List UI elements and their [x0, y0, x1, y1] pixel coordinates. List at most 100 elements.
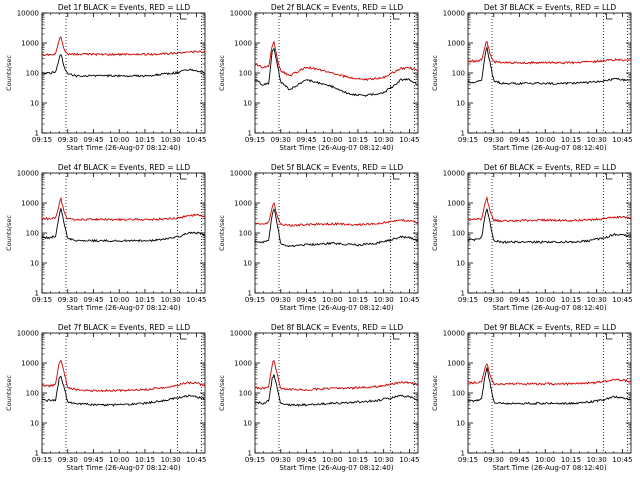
x-tick-label: 10:45 [186, 456, 206, 464]
lld-series-line [41, 359, 206, 393]
x-tick-label: 10:15 [135, 296, 155, 304]
x-tick-label: 09:30 [484, 296, 504, 304]
x-tick-label: 09:45 [296, 456, 316, 464]
y-tick-label: 10 [456, 420, 465, 428]
y-tick-label: 1000 [447, 40, 465, 48]
y-tick-label: 1 [461, 450, 465, 458]
x-tick-label: 10:30 [374, 456, 394, 464]
y-tick-label: 1 [461, 290, 465, 298]
x-tick-label: 10:00 [535, 296, 555, 304]
panel-title: Det 1f BLACK = Events, RED = LLD [58, 3, 191, 12]
y-tick-label: 10 [30, 100, 39, 108]
panel-title: Det 2f BLACK = Events, RED = LLD [271, 3, 404, 12]
x-tick-label: 10:30 [161, 296, 181, 304]
marker-bracket [393, 13, 400, 20]
y-tick-label: 1000 [234, 200, 252, 208]
x-tick-label: 10:00 [322, 136, 342, 144]
y-axis-label: Counts/sec [218, 55, 226, 91]
y-axis-label: Counts/sec [218, 375, 226, 411]
x-axis-label: Start Time (26-Aug-07 08:12:40) [492, 144, 606, 152]
lld-series-line [41, 196, 206, 222]
x-tick-label: 09:15 [32, 296, 52, 304]
y-tick-label: 10000 [17, 330, 39, 338]
panel-title: Det 6f BLACK = Events, RED = LLD [484, 163, 617, 172]
panel-title: Det 9f BLACK = Events, RED = LLD [484, 323, 617, 332]
y-tick-label: 10 [30, 260, 39, 268]
x-tick-label: 09:30 [271, 456, 291, 464]
plot-frame [254, 172, 419, 294]
y-tick-label: 100 [26, 70, 39, 78]
y-tick-label: 1000 [21, 200, 39, 208]
y-tick-label: 1 [461, 130, 465, 138]
x-tick-label: 10:30 [161, 136, 181, 144]
y-axis-label: Counts/sec [5, 55, 13, 91]
x-tick-label: 10:15 [561, 136, 581, 144]
y-tick-label: 10000 [230, 330, 252, 338]
panel-title: Det 7f BLACK = Events, RED = LLD [58, 323, 191, 332]
x-tick-label: 09:15 [32, 136, 52, 144]
x-tick-label: 09:15 [32, 456, 52, 464]
y-axis-label: Counts/sec [431, 215, 439, 251]
x-tick-label: 09:30 [484, 136, 504, 144]
x-tick-label: 09:15 [458, 456, 478, 464]
events-series-line [41, 208, 205, 243]
y-tick-label: 1 [248, 290, 252, 298]
x-axis-label: Start Time (26-Aug-07 08:12:40) [66, 464, 180, 472]
lld-series-line [254, 40, 419, 82]
panel-title: Det 8f BLACK = Events, RED = LLD [271, 323, 404, 332]
x-axis-label: Start Time (26-Aug-07 08:12:40) [279, 304, 393, 312]
y-tick-label: 10000 [443, 10, 465, 18]
x-axis-label: Start Time (26-Aug-07 08:12:40) [279, 464, 393, 472]
events-series-line [41, 375, 206, 407]
y-tick-label: 10000 [230, 10, 252, 18]
y-tick-label: 10 [243, 100, 252, 108]
events-series-line [254, 208, 419, 248]
x-tick-label: 09:45 [83, 296, 103, 304]
y-axis-label: Counts/sec [218, 215, 226, 251]
y-tick-label: 1 [35, 450, 39, 458]
x-tick-label: 09:45 [509, 456, 529, 464]
x-tick-label: 09:15 [458, 136, 478, 144]
x-axis-label: Start Time (26-Aug-07 08:12:40) [492, 304, 606, 312]
x-tick-label: 10:30 [161, 456, 181, 464]
x-tick-label: 10:00 [535, 456, 555, 464]
x-tick-label: 10:15 [135, 456, 155, 464]
x-tick-label: 10:15 [348, 136, 368, 144]
lld-series-line [467, 363, 632, 386]
x-axis-label: Start Time (26-Aug-07 08:12:40) [279, 144, 393, 152]
lld-series-line [254, 202, 419, 227]
x-tick-label: 10:45 [612, 296, 632, 304]
y-tick-label: 1000 [234, 40, 252, 48]
lld-series-line [41, 36, 206, 57]
y-tick-label: 10000 [230, 170, 252, 178]
x-axis-label: Start Time (26-Aug-07 08:12:40) [66, 144, 180, 152]
x-tick-label: 10:45 [186, 296, 206, 304]
y-tick-label: 10000 [443, 330, 465, 338]
x-tick-label: 09:15 [245, 456, 265, 464]
panel-det-1: Det 1f BLACK = Events, RED = LLD 1 10 100 10… [5, 3, 207, 152]
events-series-line [467, 45, 632, 86]
plot-frame [41, 332, 206, 454]
events-series-line [254, 374, 419, 407]
x-tick-label: 10:45 [612, 136, 632, 144]
y-tick-label: 10 [456, 100, 465, 108]
x-tick-label: 10:45 [399, 136, 419, 144]
x-tick-label: 09:45 [296, 136, 316, 144]
x-tick-label: 09:15 [458, 296, 478, 304]
x-tick-label: 09:30 [271, 136, 291, 144]
x-tick-label: 10:45 [399, 296, 419, 304]
y-tick-label: 1000 [447, 360, 465, 368]
x-tick-label: 09:30 [58, 296, 78, 304]
lld-series-line [467, 195, 632, 223]
x-tick-label: 09:45 [509, 136, 529, 144]
y-tick-label: 1 [35, 130, 39, 138]
y-tick-label: 10000 [17, 10, 39, 18]
y-tick-label: 10 [243, 260, 252, 268]
marker-bracket [606, 173, 613, 180]
x-tick-label: 09:30 [58, 136, 78, 144]
x-tick-label: 10:30 [587, 136, 607, 144]
x-tick-label: 09:15 [245, 136, 265, 144]
y-tick-label: 100 [26, 390, 39, 398]
x-tick-label: 10:45 [612, 456, 632, 464]
